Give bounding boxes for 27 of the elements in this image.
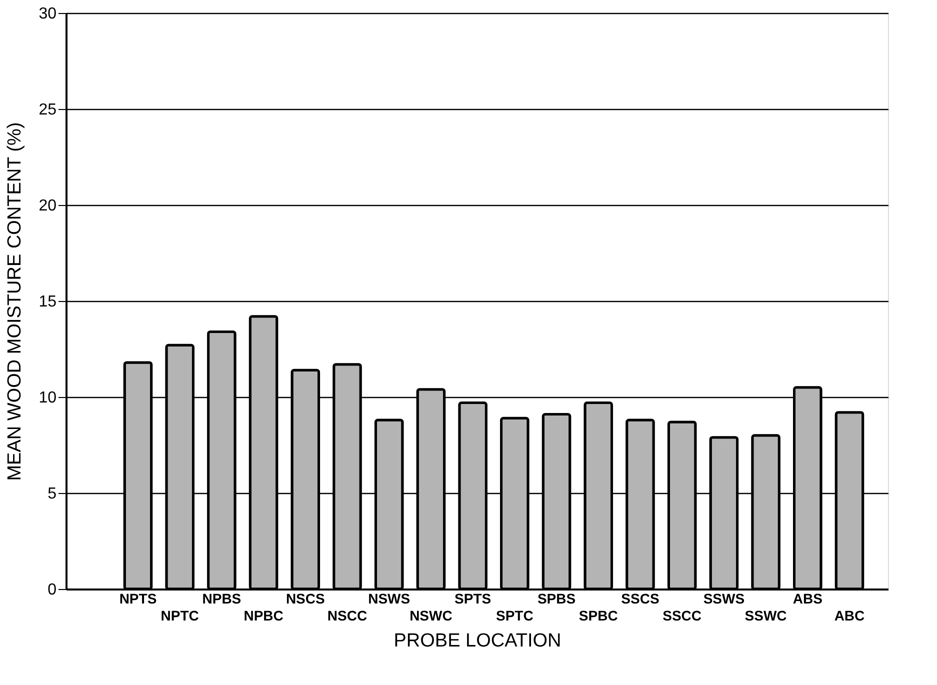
x-tick-label: NPBS <box>202 590 242 606</box>
x-tick-label: NPBC <box>244 608 284 624</box>
y-tick-label: 5 <box>48 486 57 502</box>
x-tick-label: ABC <box>834 608 865 624</box>
y-tick-label: 30 <box>38 6 57 22</box>
x-tick-label: SSWC <box>744 608 787 624</box>
y-axis-title: MEAN WOOD MOISTURE CONTENT (%) <box>4 122 26 481</box>
y-tick-label: 10 <box>38 390 57 406</box>
x-tick-label: SPTC <box>496 608 534 624</box>
x-tick-label: NSCC <box>327 608 368 624</box>
x-tick-label: SPTS <box>454 590 492 606</box>
x-tick-label: NSWC <box>410 608 452 624</box>
x-tick-label: NSWS <box>368 590 410 606</box>
x-tick-label: SSCS <box>621 590 660 606</box>
y-tick-label: 25 <box>38 102 57 118</box>
y-tick-label: 0 <box>48 582 57 598</box>
x-tick-label: SPBS <box>537 590 576 606</box>
x-tick-label: NPTC <box>160 608 199 624</box>
x-tick-label: SSCC <box>662 608 702 624</box>
x-tick-label: NSCS <box>286 590 325 606</box>
y-tick-label: 20 <box>38 198 57 214</box>
x-tick-label: SPBC <box>578 608 618 624</box>
x-tick-label: ABS <box>792 590 822 606</box>
x-axis-title: PROBE LOCATION <box>394 630 562 652</box>
y-tick-label: 15 <box>38 294 57 310</box>
x-tick-label: NPTS <box>119 590 157 606</box>
x-tick-label: SSWS <box>703 590 745 606</box>
